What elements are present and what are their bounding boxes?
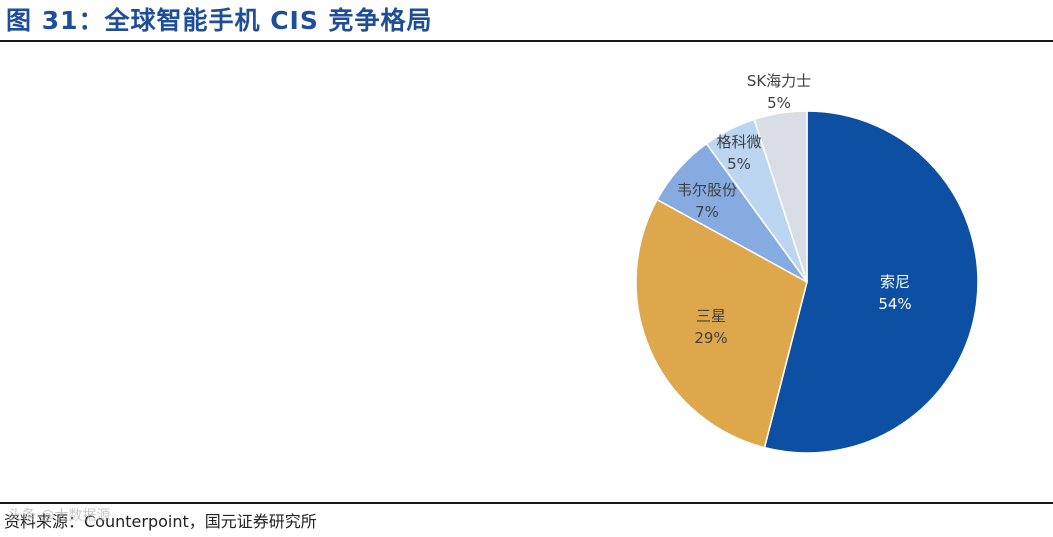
source-note: 资料来源：Counterpoint，国元证券研究所 xyxy=(4,512,317,531)
top-divider xyxy=(0,40,1053,42)
slice-value-label: 7% xyxy=(695,203,719,221)
bottom-divider xyxy=(0,502,1053,504)
slice-value-label: 54% xyxy=(878,295,911,313)
slice-value-label: 5% xyxy=(767,94,791,112)
slice-value-label: 29% xyxy=(694,329,727,347)
slice-name-label: 三星 xyxy=(696,307,726,325)
pie-slices xyxy=(635,110,979,454)
slice-value-label: 5% xyxy=(727,155,751,173)
pie-slice-5 xyxy=(753,110,808,283)
slice-name-label: 格科微 xyxy=(716,133,761,151)
watermark: 头条 @大数据源 xyxy=(8,508,111,524)
pie-slice-2 xyxy=(635,198,808,449)
figure-title: 图 31：全球智能手机 CIS 竞争格局 xyxy=(6,6,433,35)
pie-labels: 索尼 54% 三星 29% 韦尔股份 7% 格科微 5% SK海力士 5% xyxy=(677,72,912,347)
slice-name-label: SK海力士 xyxy=(747,72,811,90)
slice-name-label: 索尼 xyxy=(880,273,910,291)
slice-name-label: 韦尔股份 xyxy=(677,181,737,199)
pie-slice-1 xyxy=(763,110,979,454)
